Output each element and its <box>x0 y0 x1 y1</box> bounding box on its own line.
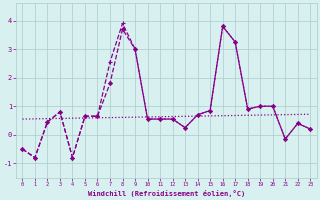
X-axis label: Windchill (Refroidissement éolien,°C): Windchill (Refroidissement éolien,°C) <box>88 190 245 197</box>
